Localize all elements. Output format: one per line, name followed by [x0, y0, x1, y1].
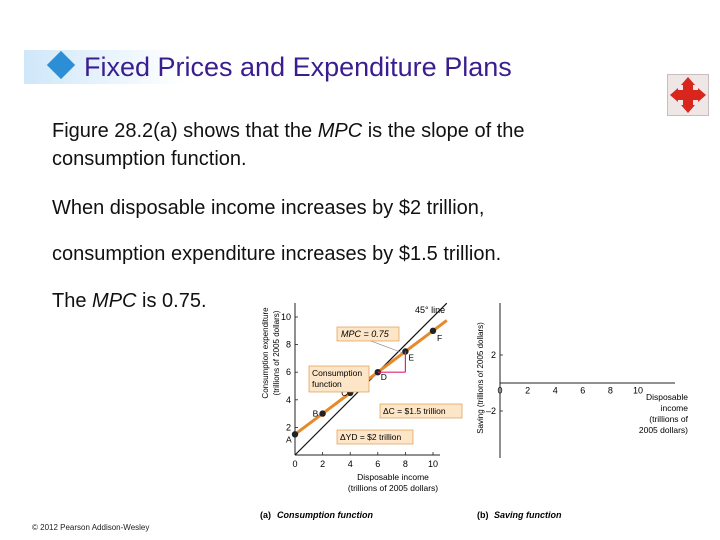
- point-label-B: B: [313, 409, 319, 419]
- saving-x-tick-10: 10: [633, 385, 643, 395]
- para-1-text-a: Figure 28.2(a) shows that the: [52, 120, 318, 142]
- line-45-label: 45° line: [415, 305, 445, 315]
- mpc-label: MPC = 0.75: [341, 329, 390, 339]
- consumption-ylabel-2: (trillions of 2005 dollars): [272, 310, 281, 395]
- consumption-y-tick-2: 2: [286, 422, 291, 432]
- paragraph-income-increase: When disposable income increases by $2 t…: [52, 197, 485, 219]
- consumption-saving-figure: 0 2 4 6 8 10 2 4 6 8 10 A B C D E F 45° line MPC = 0.75…: [260, 302, 689, 520]
- delta-yd-label: ΔYD = $2 trillion: [340, 432, 401, 442]
- saving-ylabel: Saving (trillions of 2005 dollars): [476, 322, 485, 434]
- saving-y-tick-2: 2: [491, 350, 496, 360]
- mpc-label-box: [336, 326, 400, 342]
- caption-b-prefix: (b): [477, 510, 489, 520]
- consumption-x-tick-0: 0: [292, 459, 297, 469]
- consumption-ylabel-1: Consumption expenditure: [261, 307, 270, 399]
- saving-xlabel-3: (trillions of: [649, 414, 688, 424]
- para-1-text-c: consumption function.: [52, 148, 247, 170]
- paragraph-mpc-value: The MPC is 0.75.: [52, 287, 207, 315]
- point-label-E: E: [408, 353, 414, 363]
- para-4-text-a: The: [52, 290, 93, 312]
- delta-c-box: [379, 403, 463, 419]
- slide-title: Fixed Prices and Expenditure Plans: [84, 52, 512, 82]
- saving-xlabel-1: Disposable: [646, 392, 688, 402]
- para-1-text-b: is the slope of the: [362, 120, 525, 142]
- caption-a: Consumption function: [277, 510, 373, 520]
- delta-yd-box: [336, 429, 414, 445]
- consumption-y-tick-4: 4: [286, 395, 291, 405]
- caption-b: Saving function: [494, 510, 562, 520]
- consumption-label-1: Consumption: [312, 368, 362, 378]
- consumption-y-tick-10: 10: [281, 312, 291, 322]
- point-B: [319, 410, 326, 417]
- delta-c-label: ΔC = $1.5 trillion: [383, 406, 446, 416]
- saving-x-tick-6: 6: [580, 385, 585, 395]
- saving-x-tick-4: 4: [553, 385, 558, 395]
- copyright-notice: © 2012 Pearson Addison-Wesley: [32, 523, 150, 532]
- saving-xlabel-2: income: [661, 403, 689, 413]
- consumption-xlabel-2: (trillions of 2005 dollars): [348, 483, 438, 493]
- para-4-mpc: MPC: [92, 290, 137, 312]
- para-1-mpc: MPC: [317, 120, 363, 142]
- mpc-leader-line: [370, 340, 404, 354]
- point-label-C: C: [341, 388, 347, 398]
- caption-a-prefix: (a): [260, 510, 271, 520]
- point-label-D: D: [381, 372, 387, 382]
- para-4-text-b: is 0.75.: [136, 290, 207, 312]
- paragraph-mpc-slope: Figure 28.2(a) shows that the MPC is the…: [52, 117, 652, 173]
- point-A: [291, 431, 299, 438]
- consumption-y-tick-6: 6: [286, 367, 291, 377]
- saving-y-tick-–2: –2: [486, 406, 496, 416]
- point-label-F: F: [437, 333, 442, 343]
- paragraph-consumption-increase: consumption expenditure increases by $1.…: [52, 243, 502, 265]
- point-D: [374, 369, 381, 376]
- consumption-x-tick-2: 2: [320, 459, 325, 469]
- consumption-y-tick-8: 8: [286, 340, 291, 350]
- saving-x-tick-2: 2: [525, 385, 530, 395]
- consumption-x-tick-6: 6: [375, 459, 380, 469]
- saving-x-tick-0: 0: [497, 385, 502, 395]
- consumption-label-2: function: [312, 379, 342, 389]
- point-F: [429, 327, 437, 334]
- consumption-x-tick-10: 10: [428, 459, 438, 469]
- consumption-label-box: [308, 365, 370, 393]
- consumption-x-tick-4: 4: [348, 459, 353, 469]
- point-label-A: A: [286, 434, 292, 444]
- saving-panel: 0 2 4 6 8 10 2 –2 Saving (trillions of 2005 dol…: [476, 303, 689, 520]
- saving-x-tick-8: 8: [608, 385, 613, 395]
- four-way-arrows-icon[interactable]: [667, 74, 709, 116]
- consumption-xlabel-1: Disposable income: [357, 472, 429, 482]
- consumption-panel: 0 2 4 6 8 10 2 4 6 8 10 A B C D E F 45° line MPC = 0.75…: [260, 302, 463, 520]
- consumption-x-tick-8: 8: [403, 459, 408, 469]
- saving-xlabel-4: 2005 dollars): [639, 425, 688, 435]
